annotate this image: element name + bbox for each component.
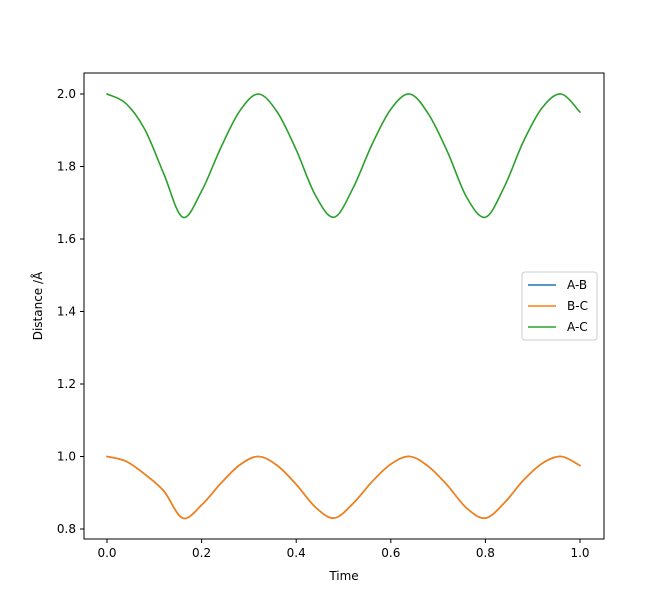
x-axis-ticks: 0.0 0.2 0.4 0.6 0.8 1.0 [97, 539, 590, 560]
x-tick-label: 0.4 [287, 546, 306, 560]
x-tick-label: 0.0 [97, 546, 116, 560]
plot-background [84, 73, 604, 539]
y-tick-label: 1.6 [57, 232, 76, 246]
x-tick-label: 0.8 [476, 546, 495, 560]
series-line-b-c [106, 455, 581, 520]
series-layer [106, 93, 581, 520]
y-tick-label: 1.0 [57, 450, 76, 464]
y-axis-ticks: 0.8 1.0 1.2 1.4 1.6 1.8 2.0 [57, 87, 84, 536]
legend-items: A-B B-C A-C [528, 278, 588, 334]
y-tick-label: 0.8 [57, 522, 76, 536]
legend-label-b-c: B-C [567, 299, 588, 313]
legend-label-a-c: A-C [567, 320, 588, 334]
series-line-a-c [106, 93, 581, 219]
x-tick-label: 0.6 [381, 546, 400, 560]
y-tick-label: 1.8 [57, 160, 76, 174]
y-tick-label: 2.0 [57, 87, 76, 101]
y-tick-label: 1.4 [57, 305, 76, 319]
y-tick-label: 1.2 [57, 377, 76, 391]
y-axis-label: Distance /Å [30, 271, 45, 340]
x-tick-label: 1.0 [570, 546, 589, 560]
legend-label-a-b: A-B [567, 278, 587, 292]
x-tick-label: 0.2 [192, 546, 211, 560]
plot-frame [83, 72, 605, 540]
x-axis-label: Time [328, 569, 358, 583]
legend: A-B B-C A-C [521, 271, 598, 341]
legend-box [521, 271, 598, 341]
